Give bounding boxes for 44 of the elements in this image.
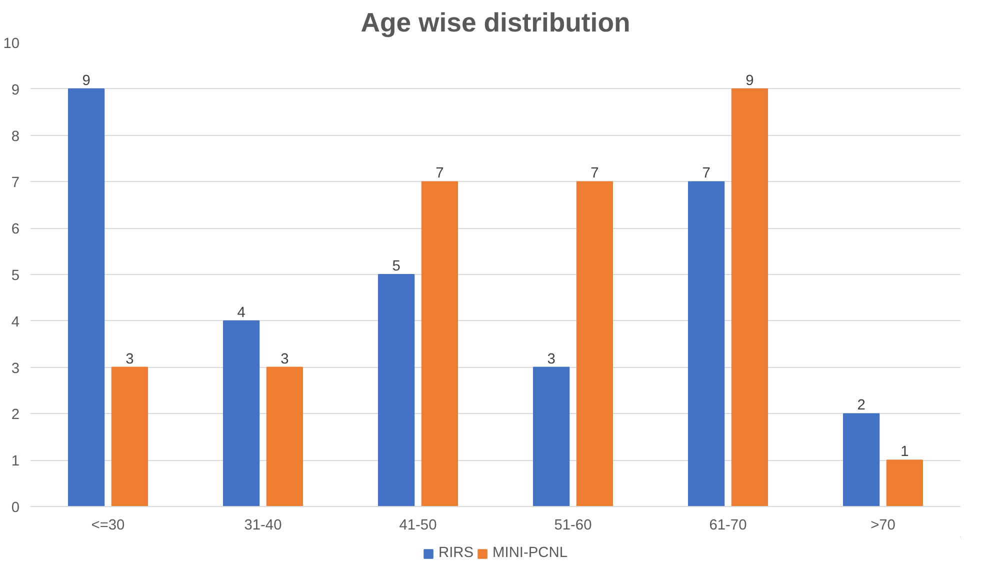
data-label: 7	[702, 166, 710, 182]
x-tick-label: <=30	[91, 518, 125, 534]
data-label: 4	[237, 304, 246, 321]
y-tick-label: 10	[3, 36, 20, 52]
y-tick-label: 4	[11, 314, 20, 330]
legend-label: RIRS	[438, 545, 474, 561]
y-tick-label: 2	[11, 407, 20, 424]
chart-title: Age wise distribution	[360, 8, 630, 38]
data-label: 3	[280, 351, 289, 368]
y-tick-label: 0	[11, 500, 20, 516]
bar	[266, 366, 304, 506]
legend-label: MINI-PCNL	[492, 545, 568, 561]
bar	[421, 181, 458, 506]
data-label: 3	[126, 351, 134, 368]
bar	[532, 366, 570, 506]
data-label: 2	[857, 398, 866, 414]
data-label: 7	[436, 166, 444, 182]
data-label: 9	[82, 72, 90, 89]
bar	[576, 181, 614, 506]
y-tick-label: 6	[11, 222, 20, 238]
y-tick-label: 3	[11, 360, 20, 377]
x-tick-label: 31-40	[244, 518, 282, 534]
y-tick-label: 1	[11, 454, 20, 470]
bar	[222, 320, 260, 506]
data-label: 9	[746, 72, 754, 89]
y-tick-label: 8	[11, 128, 20, 145]
x-tick-label: 61-70	[709, 518, 747, 534]
data-label: 1	[900, 444, 909, 460]
y-tick-label: 9	[11, 82, 20, 98]
bar	[111, 366, 148, 506]
bar	[688, 181, 725, 506]
bar	[886, 460, 924, 506]
data-label: 7	[590, 166, 599, 182]
bar	[68, 88, 105, 506]
data-label: 3	[547, 351, 556, 368]
x-tick-label: 41-50	[399, 518, 437, 534]
x-tick-label: >70	[870, 518, 896, 534]
y-tick-label: 5	[11, 268, 20, 284]
data-label: 5	[392, 258, 400, 274]
x-tick-label: 51-60	[554, 518, 592, 534]
bar	[731, 88, 768, 506]
bar	[842, 413, 880, 506]
bar	[378, 274, 415, 506]
y-tick-label: 7	[11, 175, 20, 192]
